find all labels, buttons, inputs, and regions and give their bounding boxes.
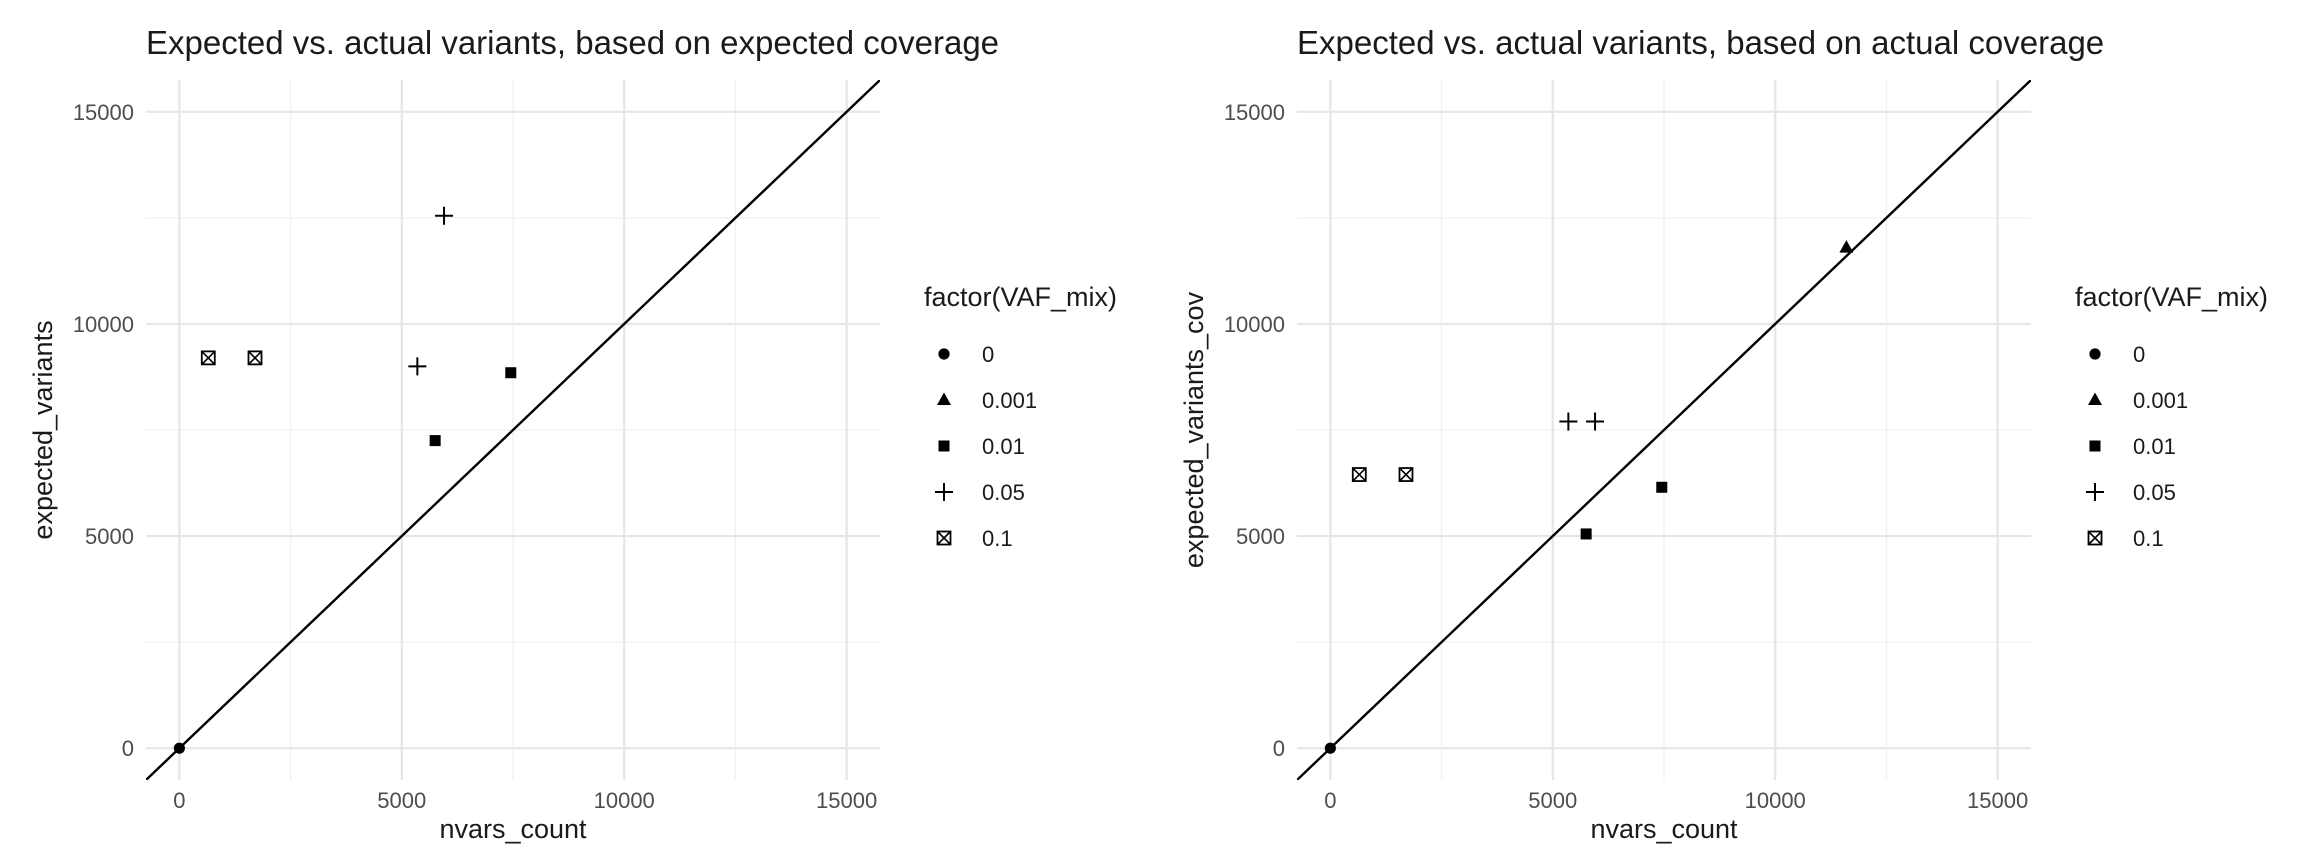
y-tick-label: 15000 bbox=[1224, 100, 1285, 125]
legend-key-triangle bbox=[2088, 392, 2102, 405]
legend-label: 0.1 bbox=[2133, 526, 2164, 551]
legend-label: 0 bbox=[2133, 342, 2145, 367]
x-tick-label: 5000 bbox=[1528, 788, 1577, 813]
x-tick-label: 15000 bbox=[816, 788, 877, 813]
legend-key-plus bbox=[2086, 483, 2104, 501]
legend-title: factor(VAF_mix) bbox=[2075, 282, 2268, 312]
data-point-vaf-0_1 bbox=[1398, 467, 1414, 482]
legend-label: 0.05 bbox=[2133, 480, 2176, 505]
legend: factor(VAF_mix) 0 0.001 0.01 0.05 0.1 bbox=[924, 282, 1117, 551]
legend-label: 0.01 bbox=[2133, 434, 2176, 459]
x-tick-label: 0 bbox=[1324, 788, 1336, 813]
legend-label: 0.001 bbox=[2133, 388, 2188, 413]
x-tick-label: 15000 bbox=[1967, 788, 2028, 813]
legend-key-square-x bbox=[2087, 530, 2103, 546]
chart-title: Expected vs. actual variants, based on e… bbox=[146, 24, 999, 61]
x-tick-label: 0 bbox=[173, 788, 185, 813]
data-point-vaf-0 bbox=[173, 742, 185, 754]
data-point-vaf-0_05 bbox=[1586, 412, 1605, 431]
legend-label: 0 bbox=[982, 342, 994, 367]
legend-title: factor(VAF_mix) bbox=[924, 282, 1117, 312]
data-point-vaf-0_1 bbox=[200, 350, 216, 366]
legend-key-square bbox=[2089, 440, 2101, 452]
data-point-vaf-0_01 bbox=[505, 367, 517, 379]
y-tick-label: 10000 bbox=[73, 312, 134, 337]
legend-label: 0.001 bbox=[982, 388, 1037, 413]
legend-key-circle bbox=[2089, 348, 2101, 360]
reference-line-y-equals-x bbox=[146, 80, 880, 780]
legend-key-plus bbox=[935, 483, 953, 501]
data-point-vaf-0_05 bbox=[408, 357, 427, 376]
data-points bbox=[173, 206, 517, 754]
chart-panel-expected-coverage: 0 5000 10000 15000 0 5000 10000 15000 Expected v… bbox=[28, 24, 1117, 844]
y-tick-label: 15000 bbox=[73, 100, 134, 125]
data-points bbox=[1324, 240, 1854, 754]
x-axis-title: nvars_count bbox=[439, 814, 587, 844]
y-tick-label: 0 bbox=[122, 736, 134, 761]
legend-key-triangle bbox=[937, 392, 951, 405]
grid bbox=[146, 80, 880, 780]
y-tick-label: 0 bbox=[1273, 736, 1285, 761]
data-point-vaf-0_001 bbox=[1839, 240, 1854, 253]
legend-label: 0.05 bbox=[982, 480, 1025, 505]
chart-panel-actual-coverage: 0 5000 10000 15000 0 5000 10000 15000 Expected v… bbox=[1179, 24, 2268, 844]
y-tick-label: 5000 bbox=[1236, 524, 1285, 549]
legend-key-square-x bbox=[936, 530, 952, 546]
y-tick-label: 10000 bbox=[1224, 312, 1285, 337]
y-axis-title: expected_variants bbox=[28, 320, 58, 539]
data-point-vaf-0_05 bbox=[1559, 412, 1578, 431]
y-axis-title: expected_variants_cov bbox=[1179, 291, 1209, 568]
data-point-vaf-0_01 bbox=[1580, 528, 1592, 540]
x-tick-label: 10000 bbox=[1745, 788, 1806, 813]
data-point-vaf-0_1 bbox=[247, 350, 263, 366]
legend-label: 0.01 bbox=[982, 434, 1025, 459]
y-tick-label: 5000 bbox=[85, 524, 134, 549]
data-point-vaf-0_1 bbox=[1351, 467, 1367, 482]
chart-title: Expected vs. actual variants, based on a… bbox=[1297, 24, 2104, 61]
legend: factor(VAF_mix) 0 0.001 0.01 0.05 0.1 bbox=[2075, 282, 2268, 551]
data-point-vaf-0_01 bbox=[1656, 481, 1668, 493]
data-point-vaf-0 bbox=[1324, 742, 1336, 754]
reference-line-y-equals-x bbox=[1297, 80, 2031, 780]
data-point-vaf-0_01 bbox=[429, 435, 441, 447]
x-axis-title: nvars_count bbox=[1590, 814, 1738, 844]
legend-label: 0.1 bbox=[982, 526, 1013, 551]
legend-key-circle bbox=[938, 348, 950, 360]
legend-key-square bbox=[938, 440, 950, 452]
x-tick-label: 10000 bbox=[594, 788, 655, 813]
data-point-vaf-0_05 bbox=[435, 206, 454, 225]
x-tick-label: 5000 bbox=[377, 788, 426, 813]
